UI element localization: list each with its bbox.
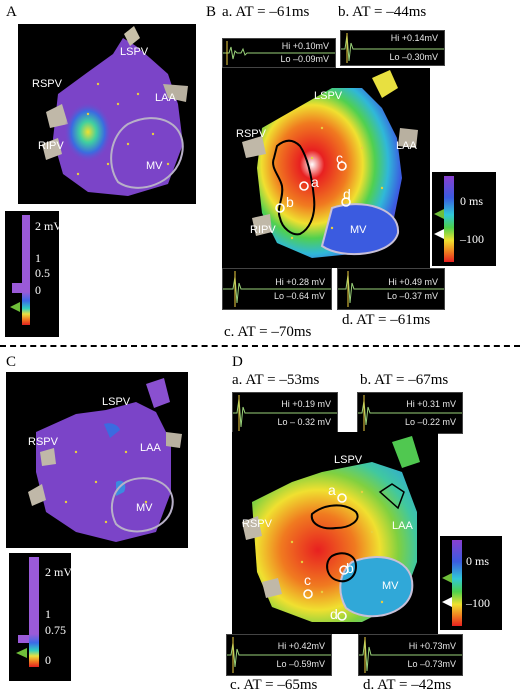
egm-hi-value: Hi +0.14mV bbox=[390, 33, 438, 43]
at-label-d: d. AT = –42ms bbox=[363, 677, 452, 693]
label-ripv: RIPV bbox=[38, 140, 64, 152]
colorbar-top-label: 2 mV bbox=[45, 565, 72, 579]
label-mv: MV bbox=[382, 580, 399, 592]
label-mv: MV bbox=[136, 502, 153, 514]
panel-letter-c: C bbox=[6, 354, 17, 370]
at-label-b: b. AT = –44ms bbox=[338, 4, 427, 20]
label-ripv: RIPV bbox=[250, 224, 276, 236]
point-label-b: b bbox=[346, 560, 354, 576]
point-label-c: c bbox=[304, 572, 311, 588]
point-label-a: a bbox=[311, 174, 319, 190]
label-rspv: RSPV bbox=[236, 128, 266, 140]
panel-letter-a: A bbox=[6, 4, 17, 20]
egm-lo-value: Lo –0.37 mV bbox=[386, 291, 438, 301]
point-label-b: b bbox=[286, 194, 294, 210]
point-label-d: d bbox=[330, 606, 338, 622]
egm-hi-value: Hi +0.10mV bbox=[281, 41, 329, 51]
panel-a-voltage-colorbar: 2 mV 1 0.5 0 bbox=[5, 211, 62, 337]
atrium-shape-d bbox=[242, 436, 420, 622]
egm-hi-value: Hi +0.31 mV bbox=[406, 399, 456, 409]
colorbar-mid1-label: 1 bbox=[35, 251, 41, 265]
egm-trace-a: Hi +0.19 mV Lo – 0.32 mV bbox=[232, 392, 338, 434]
colorbar-top-label: 0 ms bbox=[466, 554, 490, 568]
label-laa: LAA bbox=[392, 520, 413, 532]
label-laa: LAA bbox=[396, 140, 417, 152]
colorbar-top-label: 2 mV bbox=[35, 219, 62, 233]
at-label-c: c. AT = –65ms bbox=[230, 677, 318, 693]
at-label-a: a. AT = –53ms bbox=[232, 372, 320, 388]
egm-trace-a: Hi +0.10mV Lo –0.09mV bbox=[222, 38, 336, 68]
egm-trace-c: Hi +0.42mV Lo –0.59mV bbox=[226, 634, 332, 676]
egm-lo-value: Lo –0.73mV bbox=[407, 659, 456, 669]
panel-b-activation-colorbar: 0 ms –100 bbox=[432, 172, 496, 266]
label-lspv: LSPV bbox=[334, 454, 363, 466]
point-label-d: d bbox=[343, 186, 351, 202]
egm-trace-d: Hi +0.49 mV Lo –0.37 mV bbox=[337, 268, 445, 310]
egm-lo-value: Lo –0.22 mV bbox=[404, 417, 456, 427]
colorbar-mid2-label: 0.5 bbox=[35, 266, 50, 280]
colorbar-mid1-label: 1 bbox=[45, 607, 51, 621]
label-lspv: LSPV bbox=[120, 46, 149, 58]
egm-trace-c: Hi +0.28 mV Lo –0.64 mV bbox=[222, 268, 332, 310]
egm-hi-value: Hi +0.49 mV bbox=[388, 277, 438, 287]
point-label-c: c bbox=[336, 150, 343, 166]
egm-trace-d: Hi +0.73mV Lo –0.73mV bbox=[358, 634, 463, 676]
at-label-a: a. AT = –61ms bbox=[222, 4, 310, 20]
egm-lo-value: Lo –0.30mV bbox=[389, 52, 438, 62]
egm-trace-b: Hi +0.31 mV Lo –0.22 mV bbox=[357, 392, 463, 434]
panel-a-voltage-map: LSPV RSPV LAA RIPV MV bbox=[18, 24, 196, 204]
atrium-shape-a bbox=[42, 26, 188, 196]
colorbar-mid2-label: 0.75 bbox=[45, 623, 66, 637]
panel-b-activation-map: LSPV RSPV LAA RIPV MV a b c d bbox=[222, 68, 430, 268]
colorbar-bottom-label: –100 bbox=[466, 596, 490, 610]
panel-d-activation-map: LSPV RSPV LAA MV a b c d bbox=[232, 432, 438, 634]
egm-hi-value: Hi +0.19 mV bbox=[281, 399, 331, 409]
panel-divider-dashed bbox=[0, 345, 520, 347]
colorbar-bottom-label: –100 bbox=[460, 232, 484, 246]
colorbar-bottom-label: 0 bbox=[35, 283, 41, 297]
label-lspv: LSPV bbox=[314, 90, 343, 102]
panel-d-activation-colorbar: 0 ms –100 bbox=[440, 536, 502, 630]
egm-lo-value: Lo –0.59mV bbox=[276, 659, 325, 669]
egm-hi-value: Hi +0.73mV bbox=[408, 641, 456, 651]
panel-c-voltage-colorbar: 2 mV 1 0.75 0 bbox=[9, 553, 72, 681]
egm-lo-value: Lo –0.09mV bbox=[280, 54, 329, 64]
at-label-c: c. AT = –70ms bbox=[224, 324, 312, 340]
label-laa: LAA bbox=[140, 442, 161, 454]
atrium-shape-c bbox=[28, 378, 182, 542]
egm-hi-value: Hi +0.28 mV bbox=[275, 277, 325, 287]
panel-letter-d: D bbox=[232, 354, 243, 370]
label-laa: LAA bbox=[155, 92, 176, 104]
panel-letter-b: B bbox=[206, 4, 217, 20]
colorbar-top-label: 0 ms bbox=[460, 194, 484, 208]
label-mv: MV bbox=[146, 160, 163, 172]
egm-lo-value: Lo – 0.32 mV bbox=[277, 417, 331, 427]
atrium-shape-b bbox=[242, 70, 418, 258]
label-lspv: LSPV bbox=[102, 396, 131, 408]
point-label-a: a bbox=[328, 482, 336, 498]
at-label-d: d. AT = –61ms bbox=[342, 312, 431, 328]
label-rspv: RSPV bbox=[242, 518, 272, 530]
egm-trace-b: Hi +0.14mV Lo –0.30mV bbox=[340, 30, 445, 66]
panel-c-voltage-map: LSPV RSPV LAA MV bbox=[6, 372, 188, 548]
egm-lo-value: Lo –0.64 mV bbox=[273, 291, 325, 301]
label-mv: MV bbox=[350, 224, 367, 236]
label-rspv: RSPV bbox=[28, 436, 58, 448]
label-rspv: RSPV bbox=[32, 78, 62, 90]
egm-hi-value: Hi +0.42mV bbox=[277, 641, 325, 651]
at-label-b: b. AT = –67ms bbox=[360, 372, 449, 388]
colorbar-bottom-label: 0 bbox=[45, 653, 51, 667]
